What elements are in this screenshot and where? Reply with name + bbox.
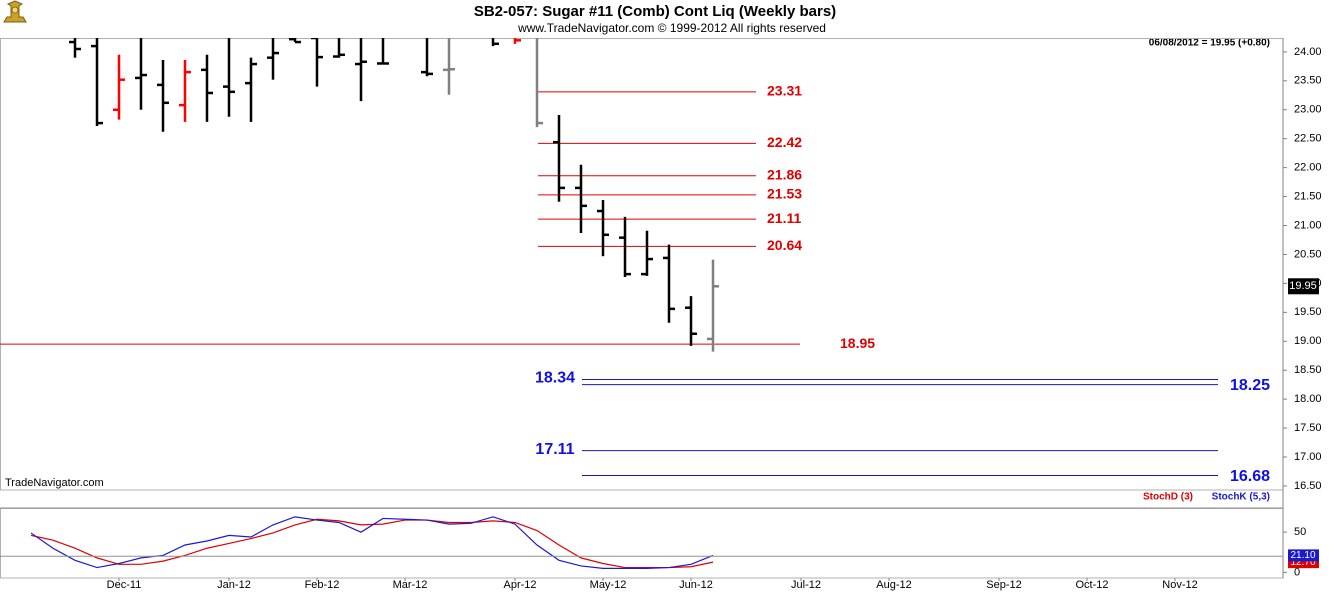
resistance-label: 21.53 [767, 186, 802, 202]
x-tick-label: Nov-12 [1162, 579, 1197, 591]
x-tick-label: Mar-12 [393, 579, 428, 591]
y-tick-label: 24.00 [1294, 46, 1322, 58]
x-tick-label: May-12 [590, 579, 627, 591]
chart-subtitle: www.TradeNavigator.com © 1999-2012 All r… [517, 21, 826, 35]
y-tick-label: 19.50 [1294, 306, 1322, 318]
legend-entry: StochK (5,3) [1212, 492, 1270, 503]
x-tick-label: Apr-12 [503, 579, 536, 591]
y-tick-label: 18.50 [1294, 364, 1322, 376]
target-label: 16.68 [1230, 468, 1270, 485]
x-tick-label: Jul-12 [791, 579, 821, 591]
y-tick-label: 20.50 [1294, 248, 1322, 260]
x-tick-label: Sep-12 [986, 579, 1021, 591]
stoch-last-label: 21.10 [1290, 550, 1315, 561]
x-tick-label: Aug-12 [876, 579, 911, 591]
y-tick-label: 23.00 [1294, 104, 1322, 116]
y-tick-label: 23.50 [1294, 75, 1322, 87]
last-price-label: 19.95 [1289, 280, 1317, 292]
y-tick-label: 19.00 [1294, 335, 1322, 347]
y-tick-label: 21.50 [1294, 190, 1322, 202]
x-tick-label: Jan-12 [217, 579, 251, 591]
price-plot: 23.31 22.42 21.86 21.53 21.11 20.64 18.95 18.34… [0, 38, 1270, 485]
y-tick-label: 22.50 [1294, 133, 1322, 145]
stoch-line [30, 516, 714, 569]
y-tick-label: 18.00 [1294, 393, 1322, 405]
target-label: 18.34 [535, 370, 575, 387]
resistance-label: 22.42 [767, 134, 802, 150]
y-tick-label: 22.00 [1294, 162, 1322, 174]
resistance-label: 23.31 [767, 83, 802, 99]
support-label: 18.95 [840, 335, 875, 351]
chart-title: SB2-057: Sugar #11 (Comb) Cont Liq (Week… [474, 3, 836, 20]
stoch-last-label: 12.70 [1290, 557, 1315, 568]
stoch-tick-label: 0 [1294, 566, 1300, 578]
stoch-line [30, 518, 714, 569]
last-price-box [1288, 278, 1319, 295]
resistance-label: 21.11 [767, 210, 801, 226]
y-tick-label: 16.50 [1294, 480, 1322, 492]
x-tick-label: Feb-12 [305, 579, 340, 591]
watermark: TradeNavigator.com [5, 477, 104, 489]
stoch-plot [30, 516, 714, 569]
target-label: 17.11 [535, 441, 574, 458]
logo [3, 0, 27, 23]
resistance-label: 21.86 [767, 166, 802, 182]
y-tick-label: 17.50 [1294, 422, 1322, 434]
target-label: 18.25 [1230, 377, 1270, 394]
legend-entry: StochD (3) [1143, 492, 1193, 503]
y-tick-label: 21.00 [1294, 219, 1322, 231]
stoch-last-box [1288, 549, 1319, 562]
y-tick-label: 17.00 [1294, 451, 1322, 463]
x-tick-label: Oct-12 [1075, 579, 1108, 591]
x-tick-label: Dec-11 [107, 579, 142, 591]
last-quote: 06/08/2012 = 19.95 (+0.80) [1149, 38, 1270, 49]
stoch-tick-label: 50 [1294, 526, 1306, 538]
x-tick-label: Jun-12 [679, 579, 713, 591]
resistance-label: 20.64 [767, 237, 802, 253]
